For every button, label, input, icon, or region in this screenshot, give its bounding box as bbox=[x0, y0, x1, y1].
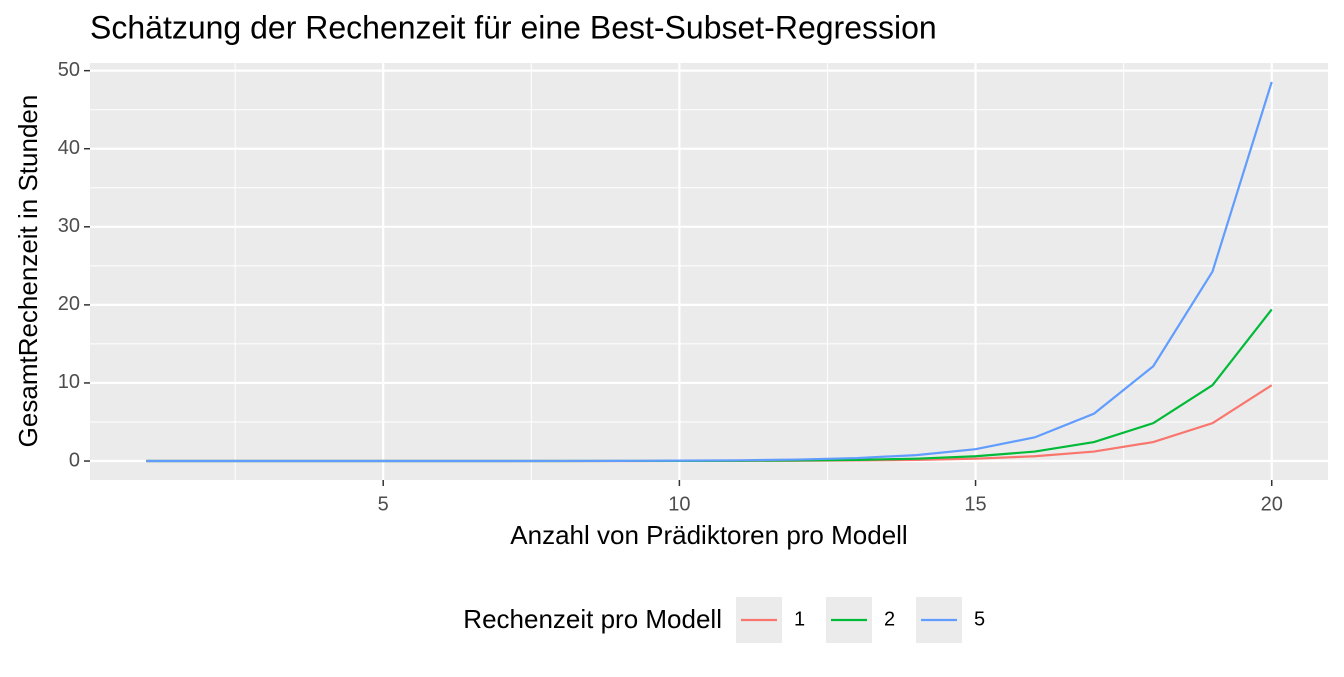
y-tick-label: 20 bbox=[58, 293, 80, 315]
x-tick-label: 15 bbox=[964, 493, 986, 515]
x-tick-label: 10 bbox=[668, 493, 690, 515]
y-tick-label: 30 bbox=[58, 215, 80, 237]
panel bbox=[90, 63, 1328, 480]
y-tick-label: 0 bbox=[69, 449, 80, 471]
lines bbox=[146, 81, 1273, 463]
x-tick-label: 20 bbox=[1261, 493, 1283, 515]
legend-title: Rechenzeit pro Modell bbox=[463, 604, 722, 634]
legend-label: 1 bbox=[794, 608, 805, 630]
chart-title: Schätzung der Rechenzeit für eine Best-S… bbox=[90, 9, 937, 45]
x-tick-label: 5 bbox=[378, 493, 389, 515]
y-tick-label: 10 bbox=[58, 371, 80, 393]
y-axis-title: GesamtRechenzeit in Stunden bbox=[13, 95, 43, 448]
x-axis-title: Anzahl von Prädiktoren pro Modell bbox=[510, 520, 907, 550]
legend: Rechenzeit pro Modell 1 2 5 bbox=[463, 597, 985, 643]
legend-label: 2 bbox=[884, 608, 895, 630]
y-tick-label: 40 bbox=[58, 137, 80, 159]
series-line bbox=[146, 81, 1273, 463]
legend-label: 5 bbox=[974, 608, 985, 630]
y-tick-label: 50 bbox=[58, 59, 80, 81]
